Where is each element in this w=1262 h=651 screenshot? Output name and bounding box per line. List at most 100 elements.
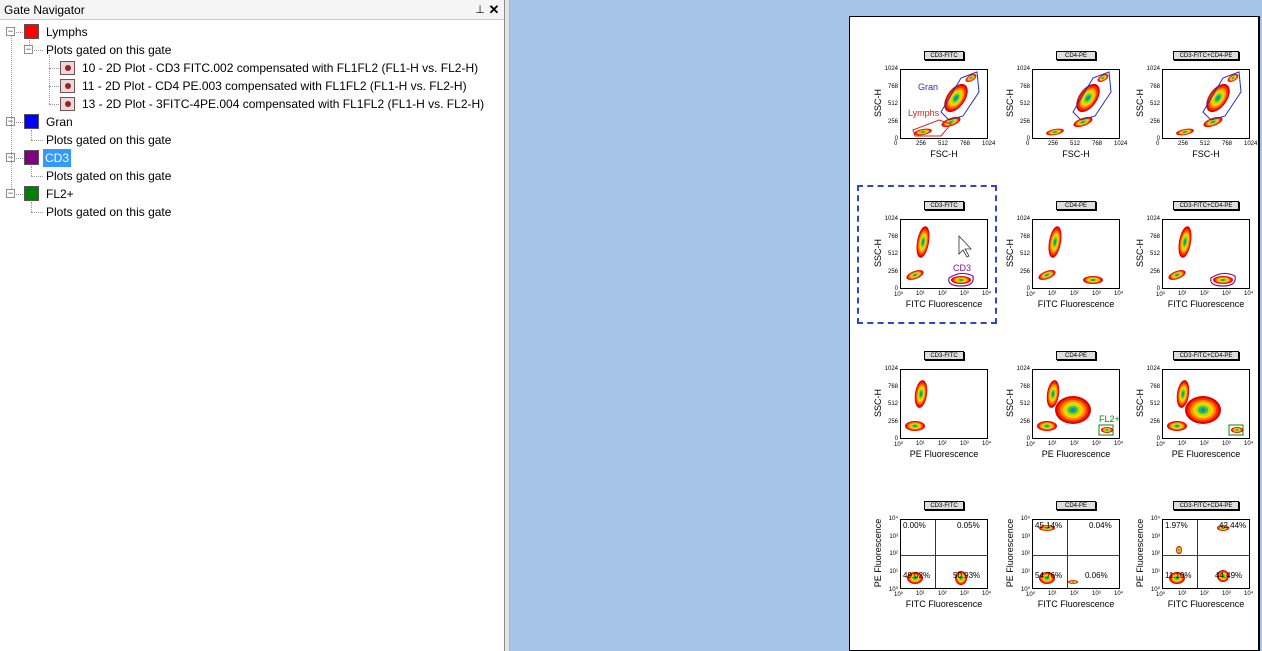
density-blob xyxy=(1217,570,1229,582)
plot-area xyxy=(1162,219,1250,289)
gate-label-cd3[interactable]: CD3 xyxy=(43,149,72,167)
y-tick-label: 10¹ xyxy=(1151,568,1160,575)
plots-gated-node[interactable]: Plots gated on this gate xyxy=(46,205,172,219)
y-tick-label: 10³ xyxy=(1021,533,1030,540)
plot-area xyxy=(900,369,988,439)
tree-connector xyxy=(31,202,32,212)
tree-connector xyxy=(31,130,32,140)
mouse-cursor-icon xyxy=(958,234,972,258)
plots-gated-node[interactable]: Plots gated on this gate xyxy=(46,133,172,147)
y-tick-label: 256 xyxy=(1149,268,1160,275)
x-tick-label: 10³ xyxy=(960,291,969,297)
x-tick-label: 10¹ xyxy=(1178,441,1187,447)
x-tick-label: 10³ xyxy=(1222,591,1231,597)
x-tick-label: 10² xyxy=(938,291,947,297)
quadrant-percent: 45.14% xyxy=(1035,521,1063,530)
expand-collapse-toggle[interactable]: − xyxy=(6,116,15,126)
y-tick-label: 0 xyxy=(1156,136,1160,142)
density-blob xyxy=(1039,525,1055,531)
x-tick-label: 1024 xyxy=(1244,141,1258,147)
plot-svg xyxy=(1046,71,1112,136)
y-tick-label: 512 xyxy=(887,101,898,107)
plot-svg xyxy=(1038,226,1103,284)
plot-title: CD4-PE xyxy=(1056,501,1096,510)
x-axis-label: FITC Fluorescence xyxy=(1167,299,1245,309)
close-icon[interactable]: ✕ xyxy=(488,2,500,17)
gate-color-swatch xyxy=(24,114,39,129)
density-blob xyxy=(941,116,961,128)
plot-title: CD3-FITC+CD4-PE xyxy=(1173,51,1239,60)
expand-collapse-toggle[interactable]: − xyxy=(6,152,15,162)
y-tick-label: 0 xyxy=(1156,436,1160,442)
gran-gate xyxy=(940,71,980,121)
plot-svg xyxy=(1167,380,1244,436)
x-tick-label: 10⁴ xyxy=(982,291,992,297)
x-tick-label: 0 xyxy=(1026,141,1030,147)
density-blob xyxy=(1046,380,1060,408)
density-blob xyxy=(914,128,932,136)
plot-2-3: CD3-FITC+CD4-PE 1024 768 512 256 0 10⁰ 10¹ 10² 10… xyxy=(1134,201,1262,321)
y-tick-label: 512 xyxy=(1149,401,1160,407)
y-tick-label: 10² xyxy=(1021,551,1030,557)
x-axis-label: FSC-H xyxy=(930,149,958,159)
density-blob xyxy=(955,571,967,585)
x-tick-label: 512 xyxy=(1200,141,1211,147)
plot-title: CD3-FITC xyxy=(924,501,964,510)
gate-color-swatch xyxy=(24,150,39,165)
expand-collapse-toggle[interactable]: − xyxy=(24,44,33,54)
gate-label-gran[interactable]: Gran xyxy=(46,115,73,129)
expand-collapse-toggle[interactable]: − xyxy=(6,26,15,36)
y-tick-label: 256 xyxy=(887,118,898,125)
gate-label-lymphs[interactable]: Lymphs xyxy=(46,25,88,39)
x-tick-label: 768 xyxy=(1222,141,1233,147)
y-tick-label: 512 xyxy=(1019,101,1030,107)
x-tick-label: 10² xyxy=(1200,291,1209,297)
plot-title: CD4-PE xyxy=(1056,51,1096,60)
quadrant-percent: 1.97% xyxy=(1165,521,1188,530)
density-blob xyxy=(1176,380,1190,408)
x-tick-label: 10⁴ xyxy=(1114,291,1124,297)
plot-svg xyxy=(1168,226,1236,287)
x-tick-label: 256 xyxy=(1178,141,1189,147)
quadrant-percent: 0.05% xyxy=(957,521,980,530)
x-axis-label: PE Fluorescence xyxy=(1041,449,1111,459)
splitter[interactable] xyxy=(505,0,510,651)
x-tick-label: 10² xyxy=(1200,441,1209,447)
y-tick-label: 0 xyxy=(894,286,898,292)
gate-label-cd3: CD3 xyxy=(953,263,972,273)
layout-page: CD3-FITC Gran Lymphs 1024 768 512 256 0 0 256 512 7… xyxy=(849,16,1260,651)
y-tick-label: 0 xyxy=(1156,286,1160,292)
plot-title: CD3-FITC+CD4-PE xyxy=(1173,201,1239,210)
plot-item[interactable]: 13 - 2D Plot - 3FITC-4PE.004 compensated… xyxy=(82,97,485,111)
density-blob xyxy=(965,74,977,82)
density-blob xyxy=(1176,128,1194,136)
density-blob xyxy=(944,83,968,113)
plots-gated-node[interactable]: Plots gated on this gate xyxy=(46,43,172,57)
x-tick-label: 0 xyxy=(1156,141,1160,147)
gate-color-swatch xyxy=(24,186,39,201)
x-tick-label: 10¹ xyxy=(916,291,925,297)
pin-icon[interactable]: ⊥ xyxy=(475,4,485,16)
plot-1-2: CD4-PE 1024 768 512 256 0 0 256 512 768 1024 FSC-H S… xyxy=(1004,51,1134,171)
tree-connector xyxy=(49,68,59,69)
gate-label-fl2[interactable]: FL2+ xyxy=(46,187,74,201)
cd3-gate xyxy=(1210,272,1236,287)
plots-gated-node[interactable]: Plots gated on this gate xyxy=(46,169,172,183)
tree-connector xyxy=(31,212,43,213)
expand-collapse-toggle[interactable]: − xyxy=(6,188,15,198)
x-axis-label: FITC Fluorescence xyxy=(905,599,983,609)
plot-item[interactable]: 11 - 2D Plot - CD4 PE.003 compensated wi… xyxy=(82,79,467,93)
y-tick-label: 512 xyxy=(1019,401,1030,407)
x-tick-label: 512 xyxy=(1070,141,1081,147)
y-axis-label: PE Fluorescence xyxy=(873,518,883,588)
y-tick-label: 256 xyxy=(887,268,898,275)
density-blob xyxy=(907,572,923,584)
density-blob xyxy=(1038,270,1056,280)
x-tick-label: 10⁴ xyxy=(1114,441,1124,447)
plot-title: CD3-FITC xyxy=(924,351,964,360)
plot-svg xyxy=(1176,71,1242,136)
y-tick-label: 10⁴ xyxy=(888,516,898,522)
x-tick-label: 10⁴ xyxy=(1244,591,1254,597)
gate-label-gran: Gran xyxy=(918,82,939,92)
plot-item[interactable]: 10 - 2D Plot - CD3 FITC.002 compensated … xyxy=(82,61,479,75)
